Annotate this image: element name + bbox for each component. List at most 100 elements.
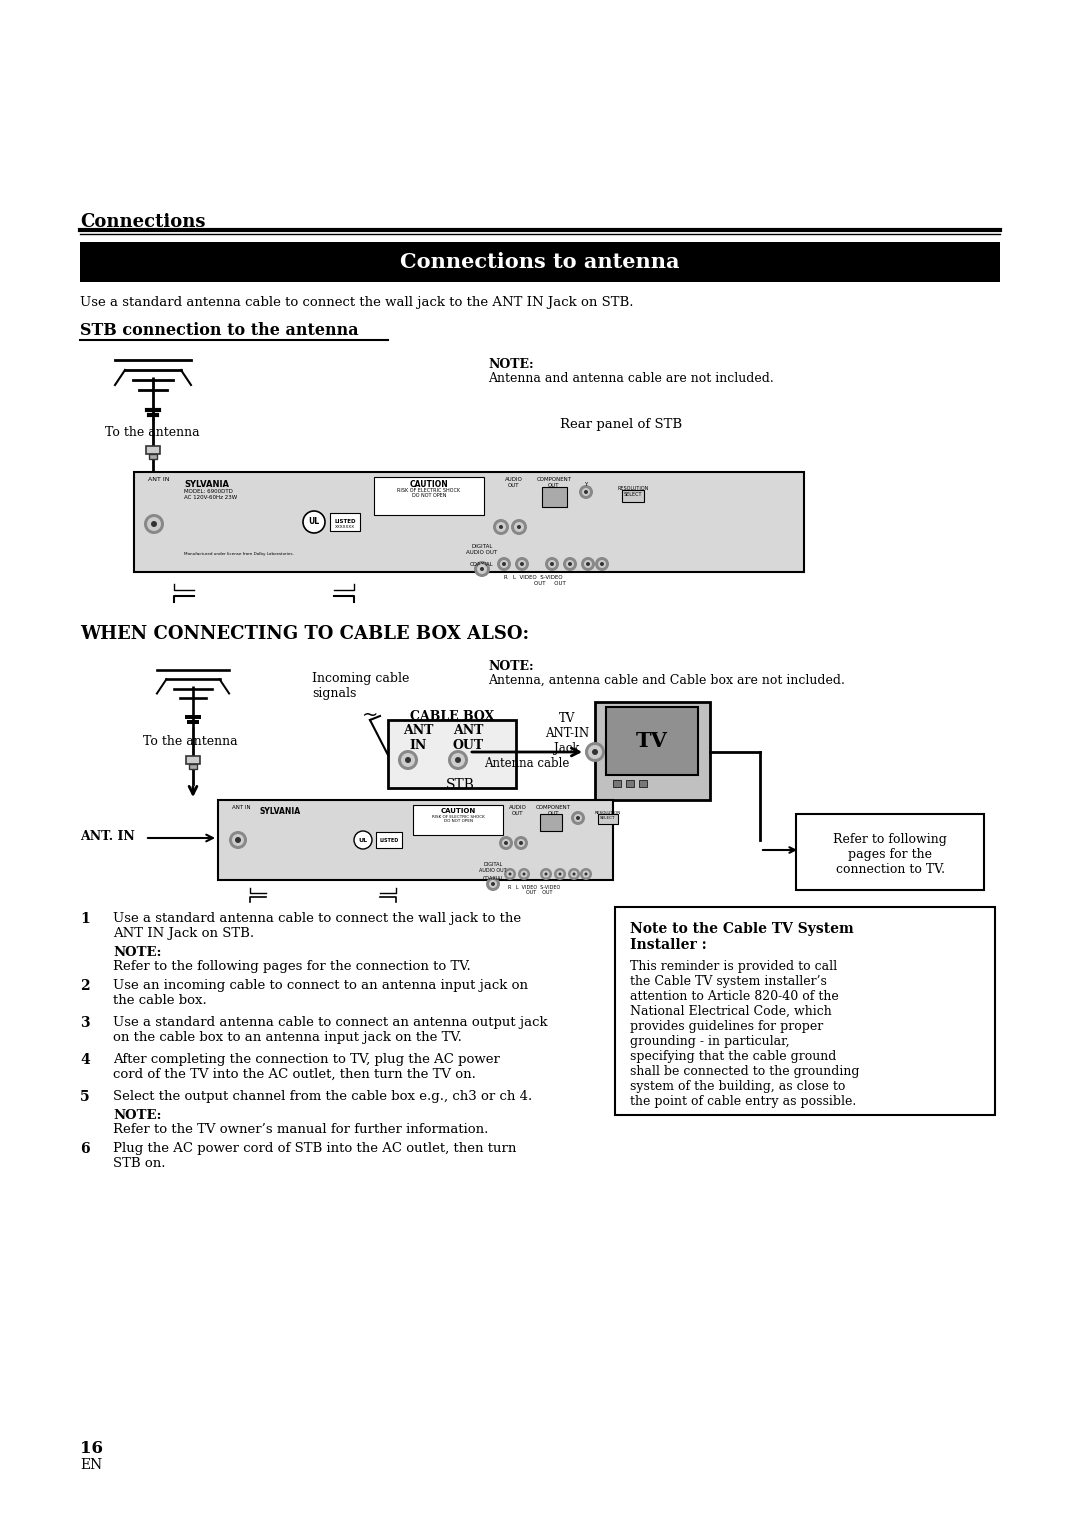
Text: NOTE:: NOTE: [488, 660, 534, 672]
Text: NOTE:: NOTE: [488, 358, 534, 371]
Circle shape [517, 526, 521, 529]
Text: To the antenna: To the antenna [105, 426, 200, 439]
Text: This reminder is provided to call
the Cable TV system installer’s
attention to A: This reminder is provided to call the Ca… [630, 960, 860, 1108]
Circle shape [354, 831, 372, 850]
Text: Connections: Connections [80, 212, 205, 231]
Bar [376, 833, 402, 848]
Text: Note to the Cable TV System
Installer :: Note to the Cable TV System Installer : [630, 921, 854, 952]
Text: CABLE BOX: CABLE BOX [410, 711, 495, 723]
Circle shape [496, 523, 507, 532]
Text: LISTED: LISTED [379, 837, 399, 842]
Circle shape [480, 567, 484, 571]
Circle shape [492, 520, 509, 535]
Circle shape [548, 559, 556, 568]
Bar [613, 779, 621, 787]
Text: CAUTION: CAUTION [409, 480, 448, 489]
Circle shape [497, 558, 511, 571]
Circle shape [504, 868, 516, 880]
Circle shape [571, 811, 585, 825]
Bar [186, 756, 200, 764]
Text: OUT     OUT: OUT OUT [534, 581, 566, 587]
Text: OUT    OUT: OUT OUT [526, 889, 553, 895]
Text: Plug the AC power cord of STB into the AC outlet, then turn
STB on.: Plug the AC power cord of STB into the A… [113, 1141, 516, 1170]
Circle shape [573, 814, 582, 822]
Circle shape [518, 559, 526, 568]
Text: UL: UL [359, 837, 367, 842]
Bar [639, 779, 647, 787]
Circle shape [229, 831, 247, 850]
Circle shape [399, 750, 418, 770]
Circle shape [585, 743, 605, 762]
Circle shape [550, 562, 554, 565]
FancyBboxPatch shape [796, 814, 984, 889]
Circle shape [582, 871, 590, 877]
Circle shape [448, 750, 468, 770]
Text: DIGITAL
AUDIO OUT: DIGITAL AUDIO OUT [480, 862, 507, 872]
Circle shape [235, 837, 241, 843]
Text: RESOLUTION
SELECT: RESOLUTION SELECT [595, 811, 621, 819]
Text: WHEN CONNECTING TO CABLE BOX ALSO:: WHEN CONNECTING TO CABLE BOX ALSO: [80, 625, 529, 643]
FancyBboxPatch shape [615, 908, 995, 1115]
Circle shape [595, 558, 609, 571]
Bar [542, 487, 567, 507]
Circle shape [515, 558, 529, 571]
Text: Refer to following
pages for the
connection to TV.: Refer to following pages for the connect… [833, 833, 947, 876]
Circle shape [144, 513, 164, 533]
Text: Antenna and antenna cable are not included.: Antenna and antenna cable are not includ… [488, 371, 773, 385]
Text: 1: 1 [80, 912, 90, 926]
Circle shape [491, 882, 495, 886]
Text: Antenna, antenna cable and Cable box are not included.: Antenna, antenna cable and Cable box are… [488, 674, 845, 688]
Text: LISTED: LISTED [334, 520, 355, 524]
Circle shape [584, 490, 588, 494]
Bar [606, 707, 698, 775]
Bar [598, 814, 618, 824]
Circle shape [486, 877, 500, 891]
Circle shape [500, 559, 508, 568]
Text: DO NOT OPEN: DO NOT OPEN [411, 494, 446, 498]
Circle shape [499, 836, 513, 850]
Text: 2: 2 [80, 979, 90, 993]
Bar [189, 764, 197, 769]
Circle shape [519, 840, 523, 845]
Text: ANT. IN: ANT. IN [80, 830, 135, 843]
Text: Use a standard antenna cable to connect an antenna output jack
on the cable box : Use a standard antenna cable to connect … [113, 1016, 548, 1044]
Circle shape [489, 880, 497, 888]
Text: STB connection to the antenna: STB connection to the antenna [80, 322, 359, 339]
Circle shape [582, 487, 590, 497]
Circle shape [499, 526, 503, 529]
Text: ANT
IN: ANT IN [403, 724, 433, 752]
Text: RESOLUTION
SELECT: RESOLUTION SELECT [618, 486, 649, 497]
Circle shape [504, 840, 508, 845]
Circle shape [451, 753, 465, 767]
Text: NOTE:: NOTE: [113, 1109, 162, 1122]
Circle shape [477, 564, 487, 575]
Circle shape [455, 756, 461, 762]
Circle shape [588, 746, 602, 759]
Text: Select the output channel from the cable box e.g., ch3 or ch 4.: Select the output channel from the cable… [113, 1089, 532, 1103]
Text: ~: ~ [362, 706, 378, 724]
Circle shape [584, 559, 592, 568]
Text: SYLVANIA: SYLVANIA [184, 480, 229, 489]
Text: UL: UL [309, 518, 320, 527]
Bar [595, 701, 710, 801]
Circle shape [502, 562, 507, 565]
Bar [80, 241, 1000, 283]
Bar [330, 513, 360, 532]
Circle shape [514, 836, 528, 850]
Text: AUDIO
OUT: AUDIO OUT [505, 477, 523, 487]
Text: Refer to the following pages for the connection to TV.: Refer to the following pages for the con… [113, 960, 471, 973]
Circle shape [151, 521, 157, 527]
Circle shape [579, 484, 593, 500]
Circle shape [232, 834, 244, 847]
Circle shape [568, 562, 572, 565]
Text: Connections to antenna: Connections to antenna [401, 252, 679, 272]
Circle shape [566, 559, 573, 568]
Circle shape [521, 871, 527, 877]
Text: ANT IN: ANT IN [232, 805, 251, 810]
Text: Use a standard antenna cable to connect the wall jack to the ANT IN Jack on STB.: Use a standard antenna cable to connect … [80, 296, 634, 309]
Text: COAXIAL: COAXIAL [483, 876, 503, 882]
Circle shape [570, 871, 578, 877]
Text: To the antenna: To the antenna [143, 735, 238, 749]
Text: Incoming cable
signals: Incoming cable signals [312, 672, 409, 700]
Bar [146, 446, 160, 454]
